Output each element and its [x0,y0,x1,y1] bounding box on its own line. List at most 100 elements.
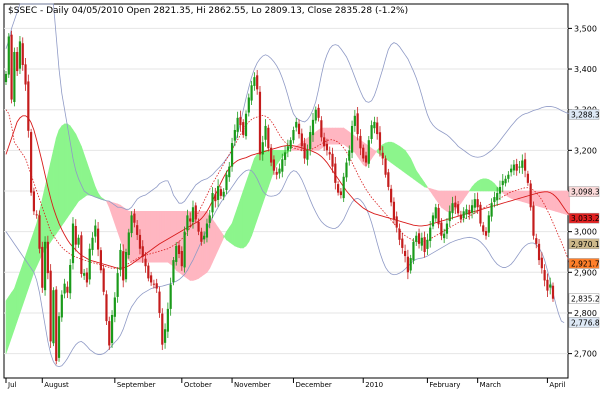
candle-down [529,183,532,208]
candle-up [7,36,10,75]
candle-up [127,232,130,256]
candle-up [183,231,186,268]
candle-up [426,239,429,249]
candle-down [328,152,331,155]
cloud-bear-segment [519,190,523,202]
price-label-box [568,317,600,328]
candle-down [197,221,200,232]
cloud-bull-segment [404,149,409,176]
candle-up [175,245,178,262]
candle-down [398,228,401,240]
candle-down [24,64,27,85]
candle-down [437,207,440,225]
candle-up [507,174,510,179]
cloud-bull-segment [16,272,21,322]
candle-up [498,186,502,194]
candle-up [94,225,97,237]
cloud-bull-segment [399,145,403,172]
cloud-bull-segment [242,182,247,249]
cloud-bear-segment [122,206,127,257]
candle-down [537,243,541,261]
candle-down [85,272,89,283]
candle-down [417,233,421,244]
cloud-bear-segment [161,211,166,263]
price-label-box [568,238,600,250]
candle-up [415,235,418,242]
candle-up [311,119,315,136]
candle-down [21,43,24,65]
cloud-bull-segment [240,190,244,249]
candle-down [303,143,306,159]
x-tick-label: December [295,381,331,389]
cloud-bear-segment [120,204,124,249]
cloud-bear-segment [212,218,216,263]
price-label-text: 2,970.1 [571,240,600,249]
candle-down [138,234,142,249]
candle-up [409,258,412,271]
grid [4,27,568,355]
candle-up [264,125,267,140]
cloud-bull-segment [482,178,487,192]
candle-up [281,159,284,172]
cloud-bear-segment [457,190,462,208]
candle-down [30,132,33,193]
cloud-bull-segment [5,295,10,354]
x-axis: Jul August September October November Decembe… [5,378,565,389]
cloud-bull-segment [485,178,490,192]
cloud-bear-segment [175,211,180,273]
x-tick-label: October [184,381,212,389]
candle-down [258,91,262,155]
candle-down [136,225,139,235]
candle-down [479,204,482,224]
cloud-bull-segment [78,140,82,202]
y-tick-label: 3,000 [574,228,597,237]
candle-up [236,117,239,132]
cloud-bull-segment [390,141,395,166]
candle-up [470,205,474,213]
candle-up [504,178,507,184]
cloud-bull-segment [14,280,18,330]
cloud-bull-segment [477,179,481,192]
candle-up [549,284,552,288]
candle-up [278,168,281,174]
candle-up [510,168,513,173]
cloud-bull-segment [61,123,65,227]
candle-down [272,159,276,171]
candle-down [38,215,41,249]
candle-down [147,265,150,279]
candle-down [300,133,303,147]
candle-down [423,237,426,252]
candle-down [457,204,460,214]
cloud-bull-segment [47,162,51,247]
candle-up [43,241,47,291]
cloud-bear-segment [538,190,543,208]
bollinger-upper-line [5,3,570,210]
candle-up [63,283,66,294]
cloud-bull-segment [11,287,15,338]
cloud-bear-segment [346,129,350,149]
candle-up [348,150,351,161]
candle-down [16,51,19,72]
candle-down [403,250,407,257]
candle-up [163,329,167,343]
candle-up [211,193,214,213]
cloud-bear-segment [510,190,515,200]
price-label-box [568,212,600,224]
cloud-bear-segment [329,127,333,145]
ichimoku-cloud [5,123,571,354]
cloud-bear-segment [164,211,169,263]
candle-up [445,223,449,234]
candle-down [32,191,36,212]
candle-down [275,171,278,175]
cloud-bear-segment [156,211,160,263]
candle-down [459,214,463,220]
candle-down [41,246,44,288]
candle-down [133,213,136,223]
candle-down [46,241,49,274]
candle-down [239,117,242,126]
cloud-bull-segment [385,141,389,162]
candle-up [350,125,354,153]
cloud-bull-segment [30,231,35,281]
candle-down [105,294,108,322]
